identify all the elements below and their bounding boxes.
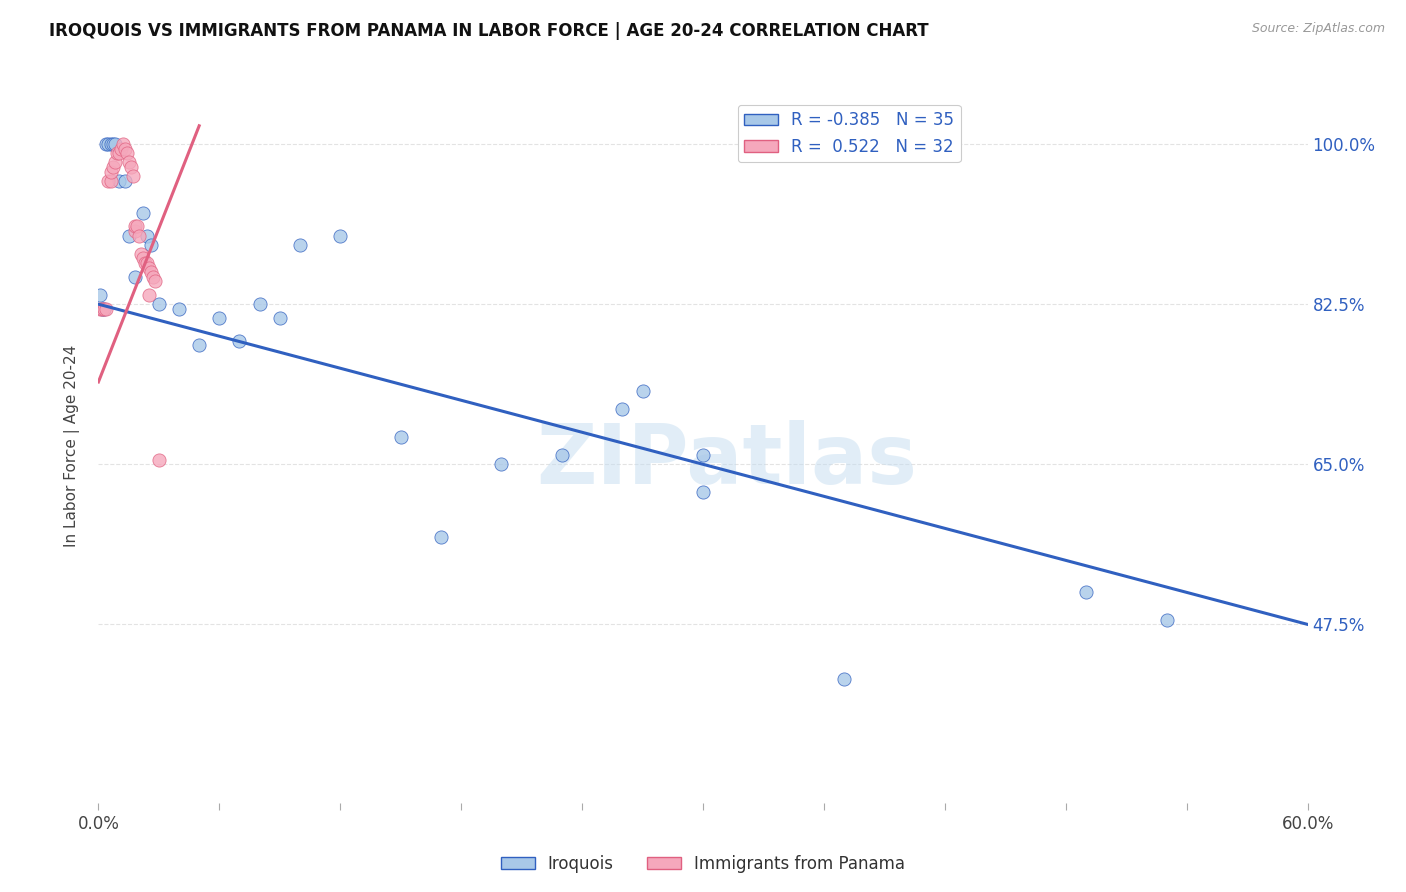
Point (129, 247, 152, 261)
Point (103, 137, 125, 152)
Point (118, 228, 141, 243)
Point (97, 137, 120, 152)
Point (138, 288, 160, 302)
Point (91, 301, 114, 316)
Point (120, 160, 142, 174)
Point (134, 256, 156, 270)
Point (128, 228, 150, 243)
Y-axis label: In Labor Force | Age 20-24: In Labor Force | Age 20-24 (63, 345, 80, 547)
Point (143, 274, 166, 288)
Point (124, 269, 146, 284)
Text: IROQUOIS VS IMMIGRANTS FROM PANAMA IN LABOR FORCE | AGE 20-24 CORRELATION CHART: IROQUOIS VS IMMIGRANTS FROM PANAMA IN LA… (49, 22, 929, 40)
Point (115, 146, 138, 161)
Point (114, 142, 136, 156)
Point (96, 137, 118, 152)
Point (96, 301, 118, 316)
Point (148, 452, 170, 467)
Point (1156, 613, 1178, 627)
Point (288, 237, 311, 252)
Point (612, 402, 634, 417)
Point (389, 430, 412, 444)
Point (135, 228, 157, 243)
Point (139, 237, 162, 252)
Point (111, 137, 134, 152)
Point (167, 301, 190, 316)
Point (132, 252, 155, 266)
Point (89, 301, 111, 316)
Point (124, 219, 146, 234)
Point (430, 531, 453, 545)
Point (110, 142, 132, 156)
Point (125, 219, 148, 234)
Point (118, 155, 141, 169)
Point (208, 310, 231, 325)
Point (692, 448, 714, 462)
Point (692, 484, 714, 499)
Point (139, 265, 162, 279)
Point (142, 269, 165, 284)
Point (114, 174, 136, 188)
Point (132, 205, 155, 219)
Point (832, 673, 855, 687)
Point (101, 160, 124, 174)
Point (329, 228, 352, 243)
Point (269, 310, 291, 325)
Point (631, 384, 654, 398)
Point (138, 260, 160, 275)
Point (551, 448, 574, 462)
Point (100, 137, 122, 152)
Point (148, 297, 170, 311)
Point (105, 146, 128, 161)
Legend: Iroquois, Immigrants from Panama: Iroquois, Immigrants from Panama (495, 848, 911, 880)
Point (100, 164, 122, 178)
Point (89, 288, 111, 302)
Point (97, 174, 120, 188)
Point (249, 297, 271, 311)
Point (135, 256, 157, 270)
Point (188, 338, 211, 352)
Text: Source: ZipAtlas.com: Source: ZipAtlas.com (1251, 22, 1385, 36)
Point (491, 458, 513, 472)
Point (1074, 585, 1097, 599)
Point (228, 334, 250, 348)
Point (100, 174, 122, 188)
Point (93, 301, 115, 316)
Point (101, 137, 124, 152)
Point (103, 155, 125, 169)
Point (121, 169, 143, 183)
Point (107, 146, 129, 161)
Text: ZIPatlas: ZIPatlas (537, 420, 918, 500)
Point (124, 224, 146, 238)
Point (91, 301, 114, 316)
Point (93, 301, 115, 316)
Legend: R = -0.385   N = 35, R =  0.522   N = 32: R = -0.385 N = 35, R = 0.522 N = 32 (738, 104, 960, 162)
Point (107, 174, 129, 188)
